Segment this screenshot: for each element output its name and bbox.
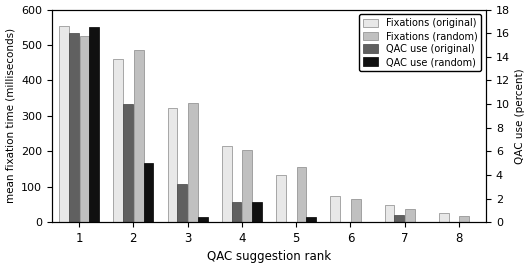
Bar — [222, 146, 232, 222]
Bar — [232, 202, 241, 222]
Bar — [439, 213, 449, 222]
Bar — [384, 205, 395, 222]
Bar — [330, 196, 340, 222]
Bar — [144, 163, 153, 222]
Bar — [252, 202, 262, 222]
Legend: Fixations (original), Fixations (random), QAC use (original), QAC use (random): Fixations (original), Fixations (random)… — [359, 15, 481, 71]
Bar — [198, 217, 208, 222]
Bar — [405, 209, 415, 222]
Bar — [113, 59, 123, 222]
Bar — [351, 199, 361, 222]
Bar — [306, 217, 316, 222]
Bar — [177, 184, 187, 222]
Bar — [395, 215, 404, 222]
Bar — [89, 27, 99, 222]
Bar — [59, 26, 69, 222]
Bar — [80, 36, 89, 222]
Y-axis label: QAC use (percent): QAC use (percent) — [516, 68, 526, 164]
Bar — [69, 33, 79, 222]
Bar — [188, 104, 198, 222]
Bar — [276, 175, 286, 222]
Bar — [297, 167, 306, 222]
Bar — [123, 104, 133, 222]
X-axis label: QAC suggestion rank: QAC suggestion rank — [207, 250, 331, 263]
Y-axis label: mean fixation time (milliseconds): mean fixation time (milliseconds) — [5, 28, 15, 203]
Bar — [168, 108, 177, 222]
Bar — [459, 216, 469, 222]
Bar — [134, 49, 144, 222]
Bar — [243, 150, 252, 222]
